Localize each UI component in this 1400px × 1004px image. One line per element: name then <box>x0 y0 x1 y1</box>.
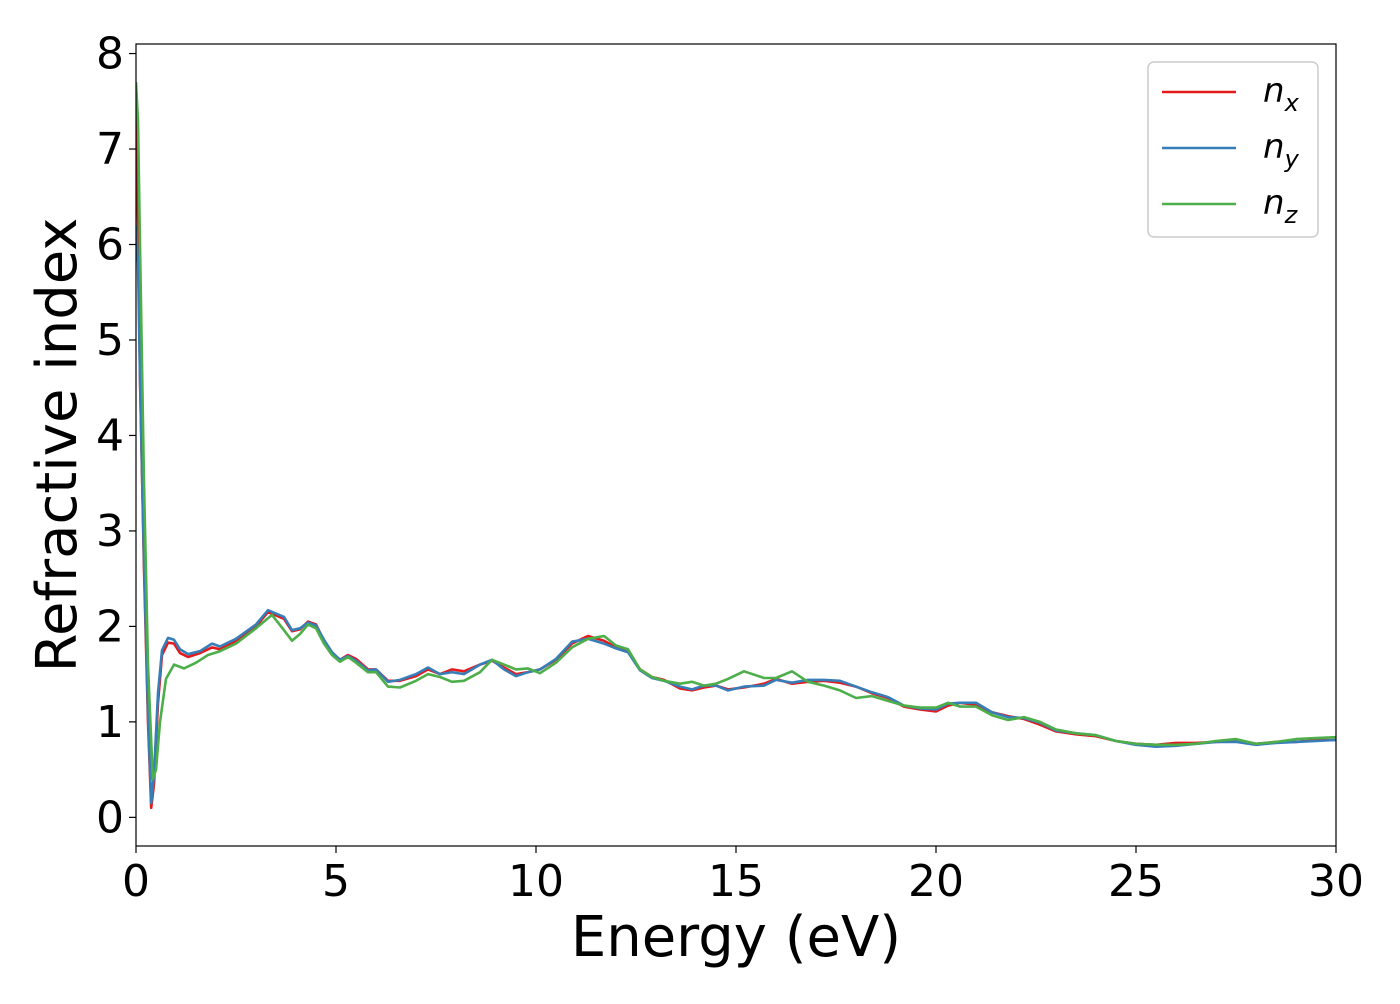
x-tick-label: 30 <box>1308 856 1364 907</box>
legend-label-z: nz <box>1263 183 1299 229</box>
y-tick-label: 8 <box>96 29 124 80</box>
legend: nx ny nz <box>1147 61 1319 238</box>
x-axis: 0 5 10 15 20 25 30 <box>122 846 1364 907</box>
x-tick-label: 15 <box>708 856 764 907</box>
y-tick-label: 1 <box>96 697 124 748</box>
legend-box <box>1147 61 1319 238</box>
x-axis-title: Energy (eV) <box>571 905 901 970</box>
y-tick-label: 0 <box>96 792 124 843</box>
y-tick-label: 7 <box>96 124 124 175</box>
x-tick-label: 10 <box>508 856 564 907</box>
series-line-z <box>136 82 1336 781</box>
legend-label-y: ny <box>1263 127 1300 173</box>
series-line-y <box>136 225 1336 805</box>
y-tick-label: 2 <box>96 601 124 652</box>
series-line-x <box>136 91 1336 810</box>
x-tick-label: 20 <box>908 856 964 907</box>
x-tick-label: 25 <box>1108 856 1164 907</box>
x-tick-label: 5 <box>322 856 350 907</box>
y-tick-label: 3 <box>96 506 124 557</box>
series-layer <box>136 82 1336 810</box>
x-tick-label: 0 <box>122 856 150 907</box>
y-tick-label: 5 <box>96 315 124 366</box>
y-tick-label: 6 <box>96 220 124 271</box>
legend-label-x: nx <box>1263 71 1300 117</box>
y-tick-label: 4 <box>96 410 124 461</box>
y-axis: 0 1 2 3 4 5 6 7 8 <box>96 29 136 843</box>
y-axis-title: Refractive index <box>25 218 90 673</box>
